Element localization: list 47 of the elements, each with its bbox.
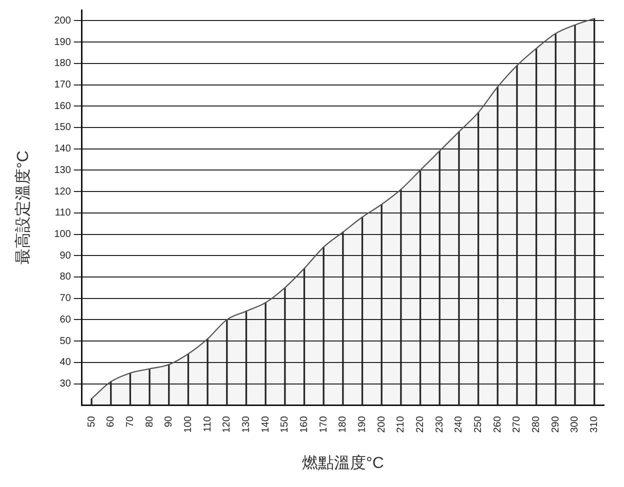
x-tick-label: 100 [182,416,194,433]
y-tick-label: 160 [54,100,72,112]
x-tick-label: 160 [299,416,310,433]
x-tick-label: 130 [241,416,252,433]
x-tick-label: 280 [531,416,542,433]
y-tick-label: 170 [54,80,72,90]
x-tick-label: 150 [280,416,291,433]
x-tick-label: 230 [434,416,446,433]
x-tick-label: 290 [550,416,562,433]
x-tick-label: 220 [415,416,426,433]
x-axis-title: 燃點溫度°C [302,454,384,472]
y-tick-label: 60 [60,314,72,326]
x-tick-label: 200 [376,416,388,433]
y-tick-label: 50 [60,336,72,347]
y-tick-label: 150 [54,122,72,134]
x-tick-label: 190 [357,416,368,433]
x-tick-label: 140 [260,416,272,433]
x-tick-label: 210 [396,416,407,433]
x-tick-label: 120 [222,416,233,433]
x-tick-label: 50 [86,416,98,428]
y-axis-title: 最高設定溫度°C [14,150,32,265]
x-tick-label: 110 [202,416,214,432]
x-tick-label: 60 [106,416,117,428]
y-tick-label: 100 [54,229,72,240]
x-tick-label: 240 [454,416,465,433]
y-tick-label: 120 [54,186,72,198]
x-tick-label: 80 [144,416,156,428]
y-tick-label: 190 [54,36,72,48]
y-tick-label: 130 [54,164,72,176]
y-tick-label: 30 [60,378,72,390]
x-tick-label: 310 [589,416,600,433]
y-tick-label: 40 [60,357,72,368]
x-tick-label: 90 [164,416,175,428]
x-tick-label: 250 [473,416,484,433]
x-tick-label: 70 [124,416,136,428]
x-tick-label: 300 [570,416,581,433]
y-tick-label: 70 [60,293,72,304]
y-tick-label: 180 [54,58,72,70]
y-tick-label: 200 [54,15,72,26]
y-tick-label: 80 [60,272,72,283]
x-tick-label: 180 [338,416,349,433]
y-tick-label: 140 [54,144,72,155]
y-tick-label: 90 [60,250,72,262]
x-tick-label: 270 [512,416,523,433]
x-tick-label: 260 [492,416,504,433]
y-tick-label: 110 [54,208,72,219]
x-tick-label: 170 [318,416,330,433]
